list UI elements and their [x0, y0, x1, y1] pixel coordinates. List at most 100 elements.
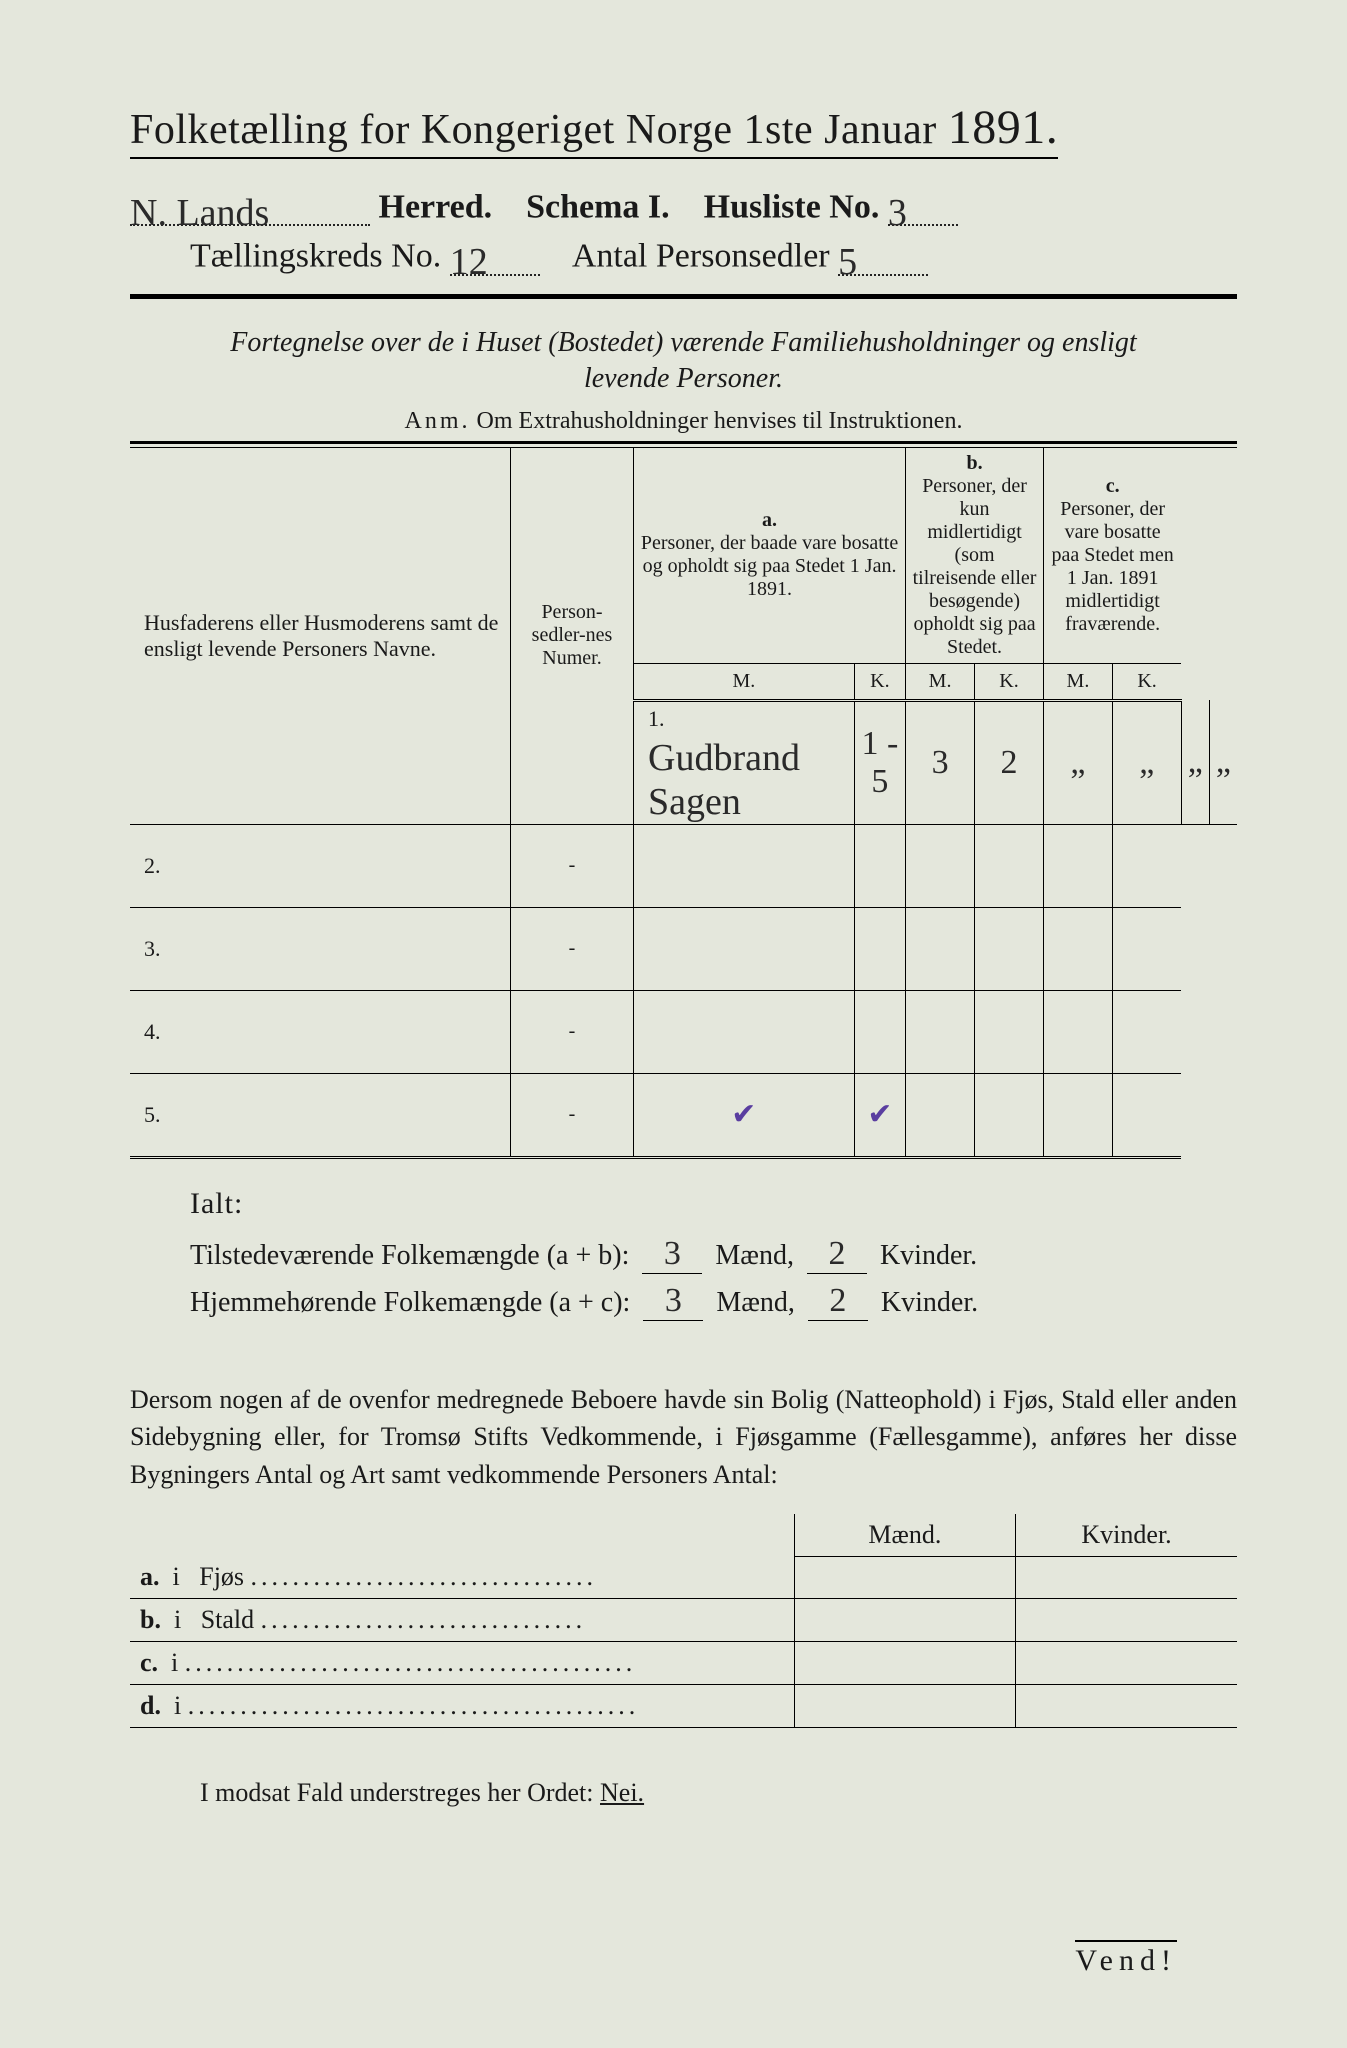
title-year: 1891.: [948, 101, 1059, 154]
totals-line-ac: Hjemmehørende Folkemængde (a + c): 3 Mæn…: [190, 1282, 1237, 1321]
col-c-text: Personer, der vare bosatte paa Stedet me…: [1052, 498, 1174, 635]
nei-line: I modsat Fald understreges her Ordet: Ne…: [200, 1778, 1237, 1808]
col-c-letter: c.: [1106, 475, 1120, 497]
nei-word: Nei.: [600, 1778, 644, 1807]
title-line: Folketælling for Kongeriget Norge 1ste J…: [130, 100, 1237, 177]
row-num: 2.: [144, 853, 170, 879]
row-num: 5.: [144, 1102, 170, 1128]
row-numer: -: [511, 907, 634, 990]
husliste-value: 3: [888, 191, 907, 235]
cell-bm: „: [1070, 744, 1085, 781]
table-top-rule: [130, 441, 1237, 448]
row-numer: -: [511, 990, 634, 1073]
kreds-value: 12: [450, 240, 488, 284]
byg-header-row: Mænd. Kvinder.: [130, 1514, 1237, 1557]
cell-ak: 2: [1001, 744, 1018, 781]
title-text: Folketælling for Kongeriget Norge 1ste J…: [130, 107, 948, 153]
byg-key: a.: [140, 1562, 160, 1591]
vend-label: Vend!: [1075, 1940, 1177, 1978]
census-form-page: Folketælling for Kongeriget Norge 1ste J…: [0, 0, 1347, 2048]
cell-cm: „: [1188, 743, 1203, 780]
header-line-2: N. Lands Herred. Schema I. Husliste No. …: [130, 187, 1237, 226]
household-table: Husfaderens eller Husmoderens samt de en…: [130, 448, 1237, 1159]
nei-pre: I modsat Fald understreges her Ordet:: [200, 1778, 600, 1807]
byg-maend-header: Mænd.: [794, 1514, 1015, 1557]
byg-row: b. i Stald .............................…: [130, 1599, 1237, 1642]
subhead-line1: Fortegnelse over de i Huset (Bostedet) v…: [230, 327, 1136, 358]
maend-label: Mænd,: [715, 1240, 794, 1271]
byg-row: c. i ...................................…: [130, 1642, 1237, 1685]
tick-mark: ✔: [867, 1098, 892, 1131]
cell-bk: „: [1139, 744, 1154, 781]
cell-ck: „: [1216, 743, 1231, 780]
byg-dots: .................................: [251, 1562, 598, 1591]
byg-dots: ...............................: [261, 1605, 587, 1634]
kvinder-label: Kvinder.: [881, 1287, 978, 1318]
col-a-text: Personer, der baade vare bosatte og opho…: [641, 532, 898, 600]
sedler-value: 5: [838, 240, 857, 284]
subhead-line2: levende Personer.: [584, 363, 783, 394]
totals-ac-label: Hjemmehørende Folkemængde (a + c):: [190, 1287, 630, 1318]
totals-ac-k: 2: [829, 1282, 846, 1319]
byg-key: b.: [140, 1605, 161, 1634]
col-b-text: Personer, der kun midlertidigt (som tilr…: [913, 475, 1037, 658]
byg-key: c.: [140, 1648, 158, 1677]
col-c-m: M.: [1044, 663, 1113, 700]
byg-i: i: [171, 1648, 178, 1677]
totals-block: Ialt: Tilstedeværende Folkemængde (a + b…: [190, 1187, 1237, 1321]
kreds-label: Tællingskreds No.: [190, 238, 441, 275]
anm-text: Om Extrahusholdninger henvises til Instr…: [477, 408, 963, 434]
table-row: 4. -: [130, 990, 1237, 1073]
cell-am: 3: [932, 744, 949, 781]
col-b-m: M.: [906, 663, 975, 700]
sedler-label: Antal Personsedler: [572, 238, 830, 275]
table-row: 3. -: [130, 907, 1237, 990]
byg-i: i: [174, 1605, 181, 1634]
col-names-header: Husfaderens eller Husmoderens samt de en…: [130, 448, 511, 825]
row-num: 1.: [648, 706, 674, 732]
row-numer: -: [511, 1073, 634, 1157]
herred-value: N. Lands: [130, 191, 269, 235]
byg-i: i: [174, 1691, 181, 1720]
schema-label: Schema I.: [526, 188, 670, 225]
col-numer-header: Person-sedler-nes Numer.: [511, 448, 634, 825]
husliste-label: Husliste No.: [704, 188, 880, 225]
byg-label: Fjøs: [199, 1562, 244, 1591]
kvinder-label: Kvinder.: [880, 1240, 977, 1271]
totals-line-ab: Tilstedeværende Folkemængde (a + b): 3 M…: [190, 1235, 1237, 1274]
herred-label: Herred.: [379, 188, 493, 225]
divider-rule: [130, 294, 1237, 299]
maend-label: Mænd,: [716, 1287, 795, 1318]
row-num: 4.: [144, 1019, 170, 1045]
col-a-k: K.: [854, 663, 905, 700]
col-b-letter: b.: [966, 452, 982, 474]
anm-note: Anm. Om Extrahusholdninger henvises til …: [130, 408, 1237, 435]
byg-label: Stald: [201, 1605, 254, 1634]
col-b-k: K.: [975, 663, 1044, 700]
col-a-letter: a.: [762, 509, 777, 531]
anm-prefix: Anm.: [405, 408, 471, 434]
totals-ab-m: 3: [664, 1235, 681, 1272]
table-header-row-1: Husfaderens eller Husmoderens samt de en…: [130, 448, 1237, 664]
byg-row: d. i ...................................…: [130, 1685, 1237, 1728]
byg-kvinder-header: Kvinder.: [1016, 1514, 1237, 1557]
byg-dots: ........................................…: [188, 1691, 640, 1720]
row-name: Gudbrand Sagen: [648, 736, 848, 824]
row-num: 3.: [144, 936, 170, 962]
col-c-k: K.: [1112, 663, 1181, 700]
tick-mark: ✔: [731, 1098, 756, 1131]
row-numer: 1 - 5: [861, 725, 898, 800]
subheading: Fortegnelse over de i Huset (Bostedet) v…: [130, 325, 1237, 398]
row-numer: -: [511, 824, 634, 907]
totals-ac-m: 3: [665, 1282, 682, 1319]
ialt-label: Ialt:: [190, 1187, 1237, 1221]
byg-dots: ........................................…: [185, 1648, 637, 1677]
byg-i: i: [173, 1562, 180, 1591]
byg-row: a. i Fjøs ..............................…: [130, 1556, 1237, 1599]
col-a-m: M.: [634, 663, 855, 700]
table-row: 2. -: [130, 824, 1237, 907]
header-block: Folketælling for Kongeriget Norge 1ste J…: [130, 100, 1237, 276]
outbuilding-table: Mænd. Kvinder. a. i Fjøs ...............…: [130, 1514, 1237, 1729]
totals-ab-label: Tilstedeværende Folkemængde (a + b):: [190, 1240, 629, 1271]
header-line-3: Tællingskreds No. 12 Antal Personsedler …: [130, 236, 1237, 275]
